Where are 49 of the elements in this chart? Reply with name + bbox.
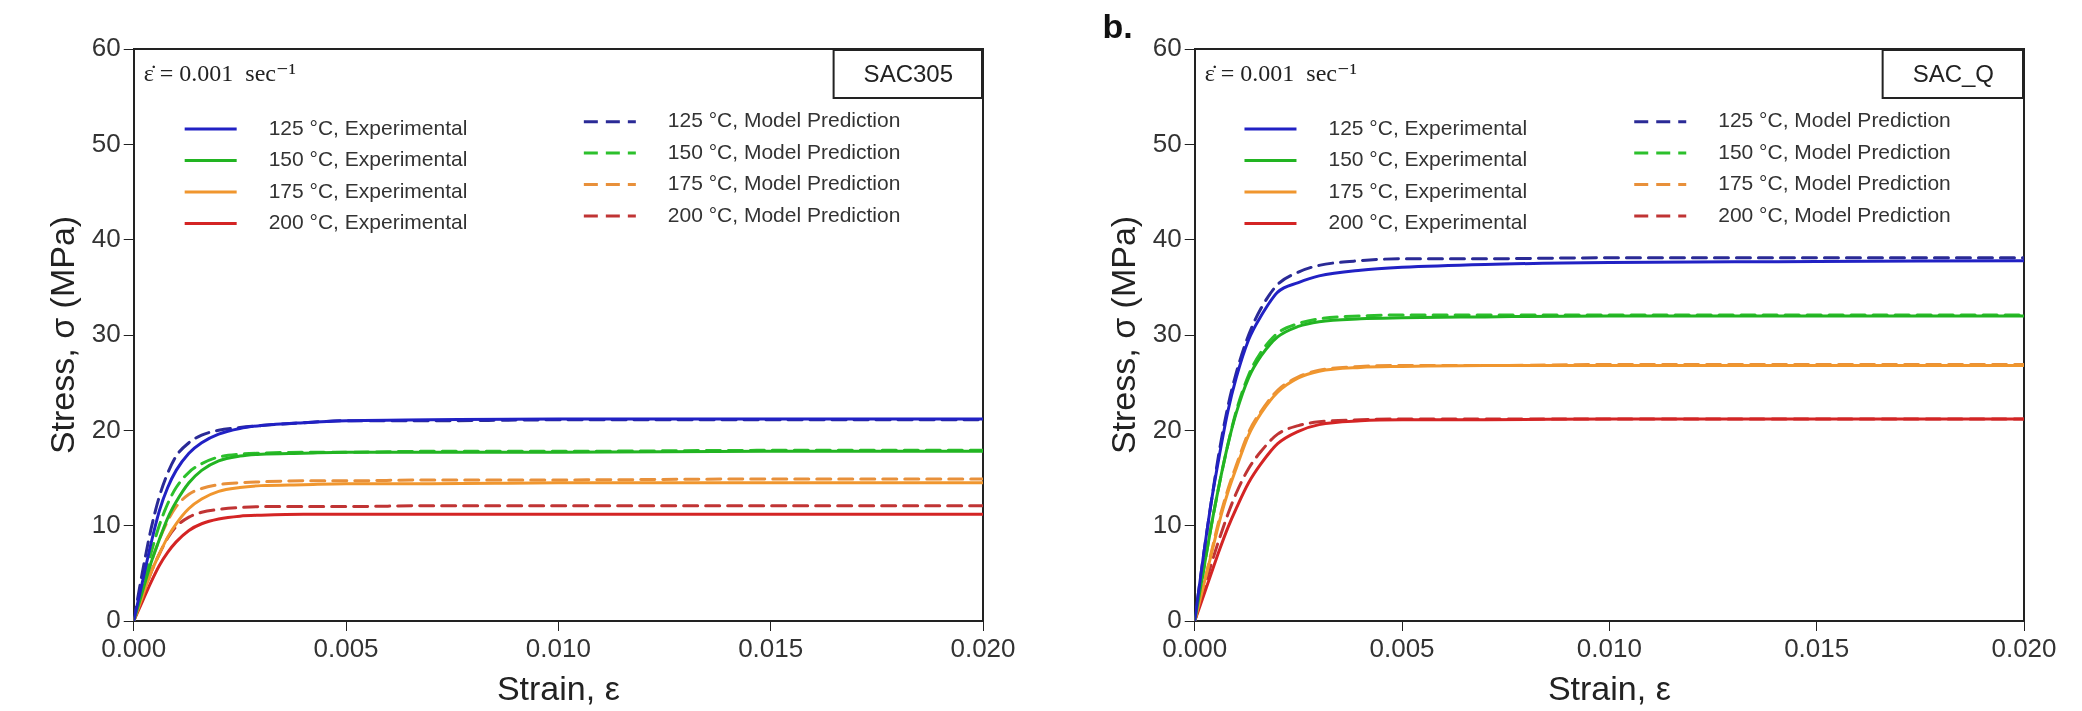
x-tick-label: 0.010	[525, 632, 591, 663]
x-tick-label: 0.005	[1369, 632, 1435, 663]
y-tick-label: 10	[1152, 508, 1182, 539]
legend-label: 150 °C, Model Prediction	[1718, 139, 1951, 163]
y-tick-label: 60	[91, 32, 121, 63]
x-axis-title: Strain, ε	[1547, 668, 1671, 707]
legend-label: 150 °C, Experimental	[1328, 147, 1528, 171]
x-tick-label: 0.005	[313, 632, 379, 663]
legend-label: 150 °C, Experimental	[268, 147, 468, 171]
y-tick-label: 30	[1152, 318, 1182, 349]
legend-label: 200 °C, Experimental	[1328, 210, 1528, 234]
y-tick-label: 20	[91, 413, 121, 444]
legend-label: 125 °C, Experimental	[1328, 115, 1528, 139]
x-tick-label: 0.020	[1991, 632, 2057, 663]
legend-label: 200 °C, Model Prediction	[667, 202, 901, 226]
x-axis-title: Strain, ε	[496, 668, 620, 707]
y-tick-label: 60	[1152, 32, 1182, 63]
x-tick-label: 0.000	[101, 632, 167, 663]
legend-label: 125 °C, Experimental	[268, 115, 468, 139]
legend-label: 200 °C, Experimental	[268, 210, 468, 234]
y-tick-label: 50	[1152, 127, 1182, 158]
y-tick-label: 30	[91, 318, 121, 349]
legend-label: 175 °C, Experimental	[1328, 178, 1528, 202]
x-tick-label: 0.020	[950, 632, 1016, 663]
text: b.	[1102, 7, 1133, 46]
y-tick-label: 40	[91, 222, 121, 253]
annotation: SAC305	[863, 59, 953, 87]
y-tick-label: 40	[1152, 222, 1182, 253]
legend-label: 150 °C, Model Prediction	[667, 139, 901, 163]
legend-label: 175 °C, Model Prediction	[1718, 171, 1951, 195]
y-axis-title: Stress, σ (MPa)	[1103, 215, 1142, 455]
y-axis-title: Stress, σ (MPa)	[42, 215, 81, 455]
y-tick-label: 20	[1152, 413, 1182, 444]
y-tick-label: 10	[91, 508, 121, 539]
x-tick-label: 0.015	[738, 632, 804, 663]
legend-label: 175 °C, Model Prediction	[667, 171, 901, 195]
annotation: ε̇ = 0.001 sec⁻¹	[143, 60, 296, 87]
y-tick-label: 0	[106, 604, 121, 635]
x-tick-label: 0.015	[1784, 632, 1850, 663]
legend-label: 175 °C, Experimental	[268, 178, 468, 202]
x-tick-label: 0.000	[1162, 632, 1228, 663]
x-tick-label: 0.010	[1576, 632, 1642, 663]
y-tick-label: 50	[91, 127, 121, 158]
annotation: SAC_Q	[1912, 59, 1995, 87]
legend-label: 125 °C, Model Prediction	[667, 108, 901, 132]
legend-label: 125 °C, Model Prediction	[1718, 108, 1951, 132]
y-tick-label: 0	[1167, 604, 1182, 635]
legend-label: 200 °C, Model Prediction	[1718, 202, 1951, 226]
annotation: ε̇ = 0.001 sec⁻¹	[1204, 60, 1357, 87]
